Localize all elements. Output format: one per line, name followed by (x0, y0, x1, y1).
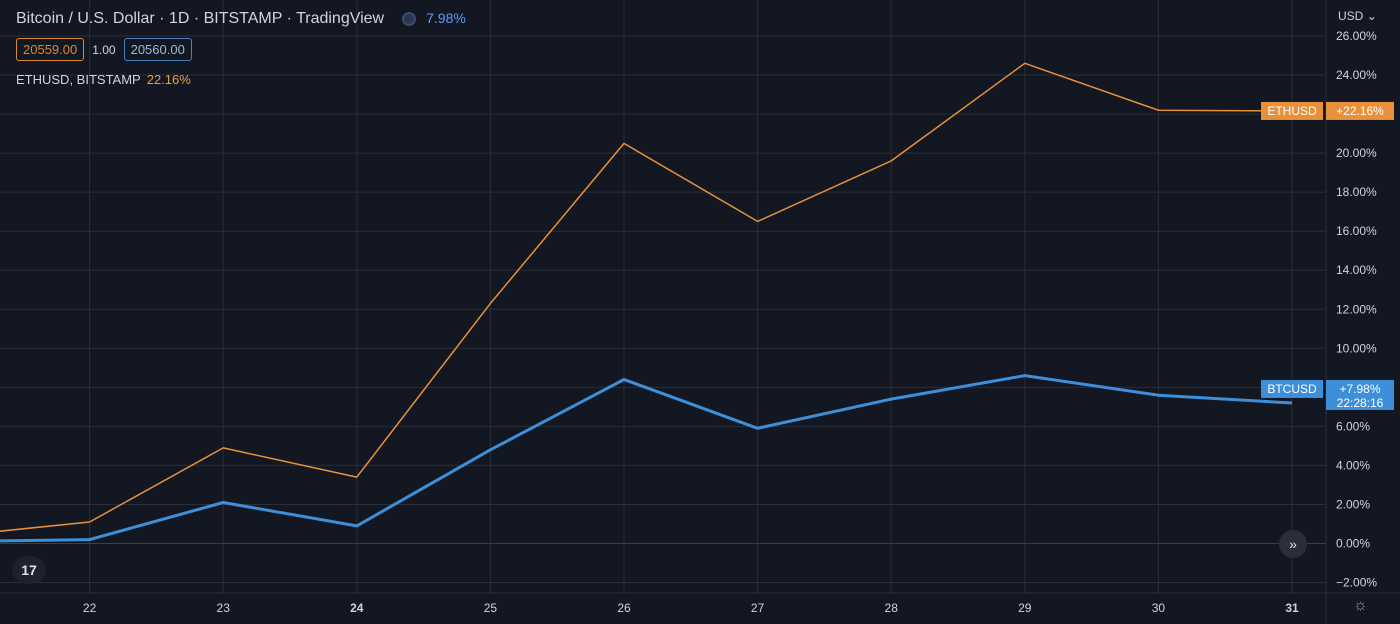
status-dot-icon (402, 11, 417, 26)
compare-symbol: ETHUSD, BITSTAMP (16, 72, 141, 87)
tradingview-logo-icon[interactable]: 17 (12, 556, 46, 584)
x-tick-label: 29 (1018, 601, 1032, 615)
y-tick-label: 20.00% (1336, 146, 1377, 160)
last-value-label: +22.16% (1336, 104, 1384, 118)
x-tick-label: 30 (1152, 601, 1166, 615)
x-tick-label: 27 (751, 601, 765, 615)
chart-header: Bitcoin / U.S. Dollar · 1D · BITSTAMP · … (16, 10, 466, 28)
spread-value: 1.00 (92, 42, 116, 57)
y-tick-label: 12.00% (1336, 302, 1377, 316)
y-tick-label: 26.00% (1336, 29, 1377, 43)
main-change: 7.98% (426, 10, 466, 26)
x-tick-label: 31 (1285, 601, 1299, 615)
last-value-label: +7.98% (1339, 382, 1380, 396)
countdown-label: 22:28:16 (1337, 396, 1384, 410)
y-tick-label: 6.00% (1336, 419, 1370, 433)
y-tick-label: 10.00% (1336, 341, 1377, 355)
symbol-title[interactable]: Bitcoin / U.S. Dollar · 1D · BITSTAMP · … (16, 10, 385, 27)
x-tick-label: 28 (885, 601, 899, 615)
y-tick-label: 2.00% (1336, 497, 1370, 511)
price-box-row: 20559.00 1.00 20560.00 (16, 38, 192, 61)
last-value-bg (1326, 101, 1394, 120)
compare-legend[interactable]: ETHUSD, BITSTAMP 22.16% (16, 72, 191, 87)
y-tick-label: 4.00% (1336, 458, 1370, 472)
series-tag: ETHUSD (1267, 104, 1317, 118)
y-tick-label: 0.00% (1336, 537, 1370, 551)
series-tag-bg (1261, 379, 1323, 398)
currency-label: USD (1338, 9, 1364, 23)
series-tag-bg (1261, 101, 1323, 120)
y-tick-label: 16.00% (1336, 224, 1377, 238)
sell-price-box[interactable]: 20559.00 (16, 38, 85, 61)
y-tick-label: 18.00% (1336, 185, 1377, 199)
y-tick-label: 14.00% (1336, 263, 1377, 277)
x-tick-label: 22 (83, 601, 97, 615)
y-tick-label: 24.00% (1336, 68, 1377, 82)
last-value-bg (1326, 379, 1394, 410)
x-tick-label: 24 (350, 601, 364, 615)
series-line-btcusd (0, 374, 1293, 543)
compare-change: 22.16% (146, 72, 191, 87)
series-line-ethusd (0, 62, 1293, 532)
y-tick-label: −2.00% (1336, 576, 1377, 590)
currency-selector[interactable]: USD ⌄ (1338, 9, 1377, 23)
chevron-down-icon: ⌄ (1366, 9, 1377, 23)
x-tick-label: 26 (617, 601, 631, 615)
x-tick-label: 23 (217, 601, 231, 615)
scroll-right-icon[interactable]: » (1279, 530, 1307, 558)
series-tag: BTCUSD (1267, 382, 1317, 396)
x-tick-label: 25 (484, 601, 498, 615)
gear-icon[interactable]: ☼ (1353, 597, 1368, 614)
buy-price-box[interactable]: 20560.00 (123, 38, 192, 61)
